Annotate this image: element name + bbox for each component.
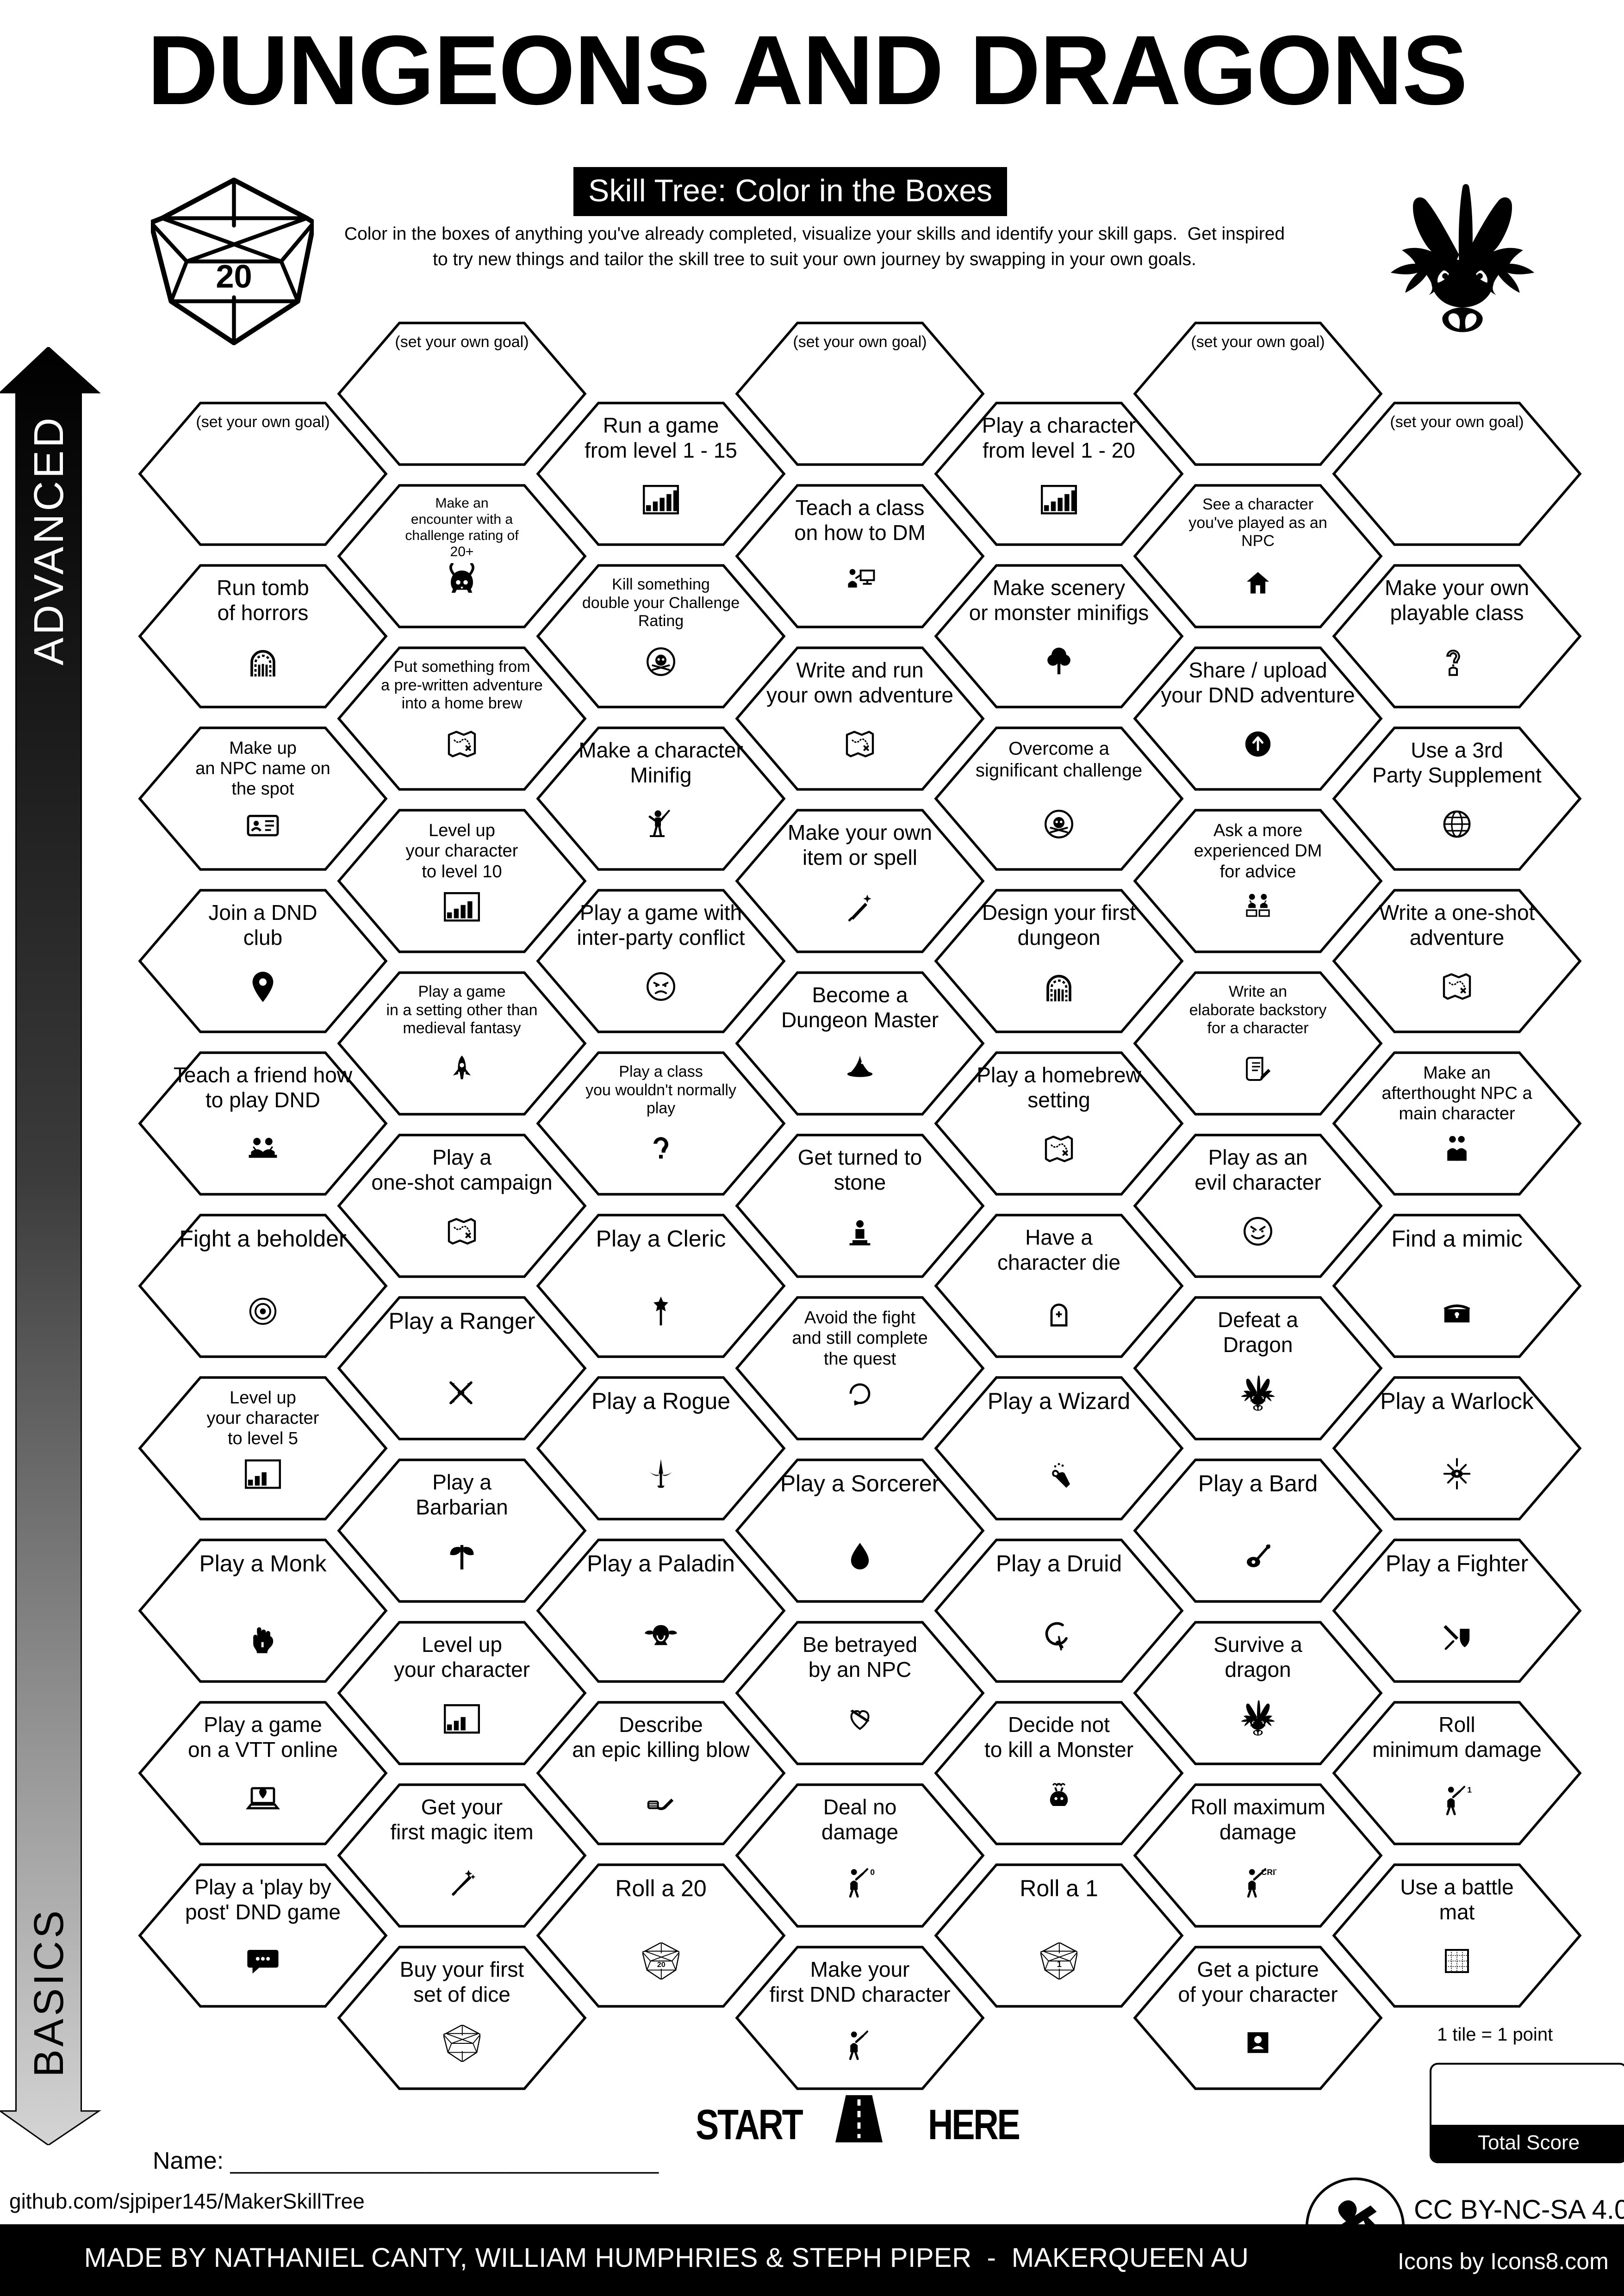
svg-text:1: 1 xyxy=(1467,1785,1472,1794)
svg-text:0: 0 xyxy=(870,1868,875,1877)
svg-text:20: 20 xyxy=(216,258,252,294)
svg-text:CRIT: CRIT xyxy=(1261,1868,1276,1877)
svg-text:1: 1 xyxy=(1057,1959,1062,1969)
svg-text:20: 20 xyxy=(657,1961,666,1969)
